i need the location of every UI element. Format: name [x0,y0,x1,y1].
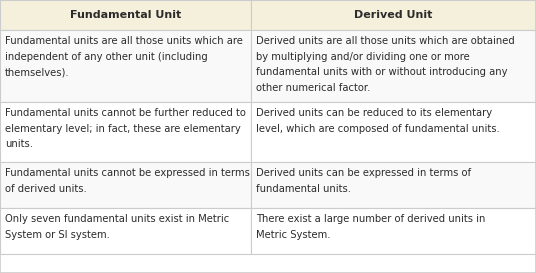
Text: Fundamental units cannot be further reduced to
elementary level; in fact, these : Fundamental units cannot be further redu… [5,108,246,149]
Text: There exist a large number of derived units in
Metric System.: There exist a large number of derived un… [256,214,485,240]
Bar [0,102,251,162]
Bar [0,162,251,208]
Bar [0,30,251,102]
Bar [251,102,536,162]
Text: Derived units can be expressed in terms of
fundamental units.: Derived units can be expressed in terms … [256,168,471,194]
Text: Only seven fundamental units exist in Metric
System or SI system.: Only seven fundamental units exist in Me… [5,214,229,240]
Bar [0,208,251,254]
Bar [251,30,536,102]
Text: Derived units are all those units which are obtained
by multiplying and/or divid: Derived units are all those units which … [256,36,515,93]
Bar [0,0,251,30]
Text: Fundamental units cannot be expressed in terms
of derived units.: Fundamental units cannot be expressed in… [5,168,250,194]
Bar [251,208,536,254]
Bar [251,0,536,30]
Text: Fundamental Unit: Fundamental Unit [70,10,181,20]
Text: Derived Unit: Derived Unit [354,10,433,20]
Text: Fundamental units are all those units which are
independent of any other unit (i: Fundamental units are all those units wh… [5,36,243,77]
Text: Derived units can be reduced to its elementary
level, which are composed of fund: Derived units can be reduced to its elem… [256,108,500,133]
Bar [251,162,536,208]
